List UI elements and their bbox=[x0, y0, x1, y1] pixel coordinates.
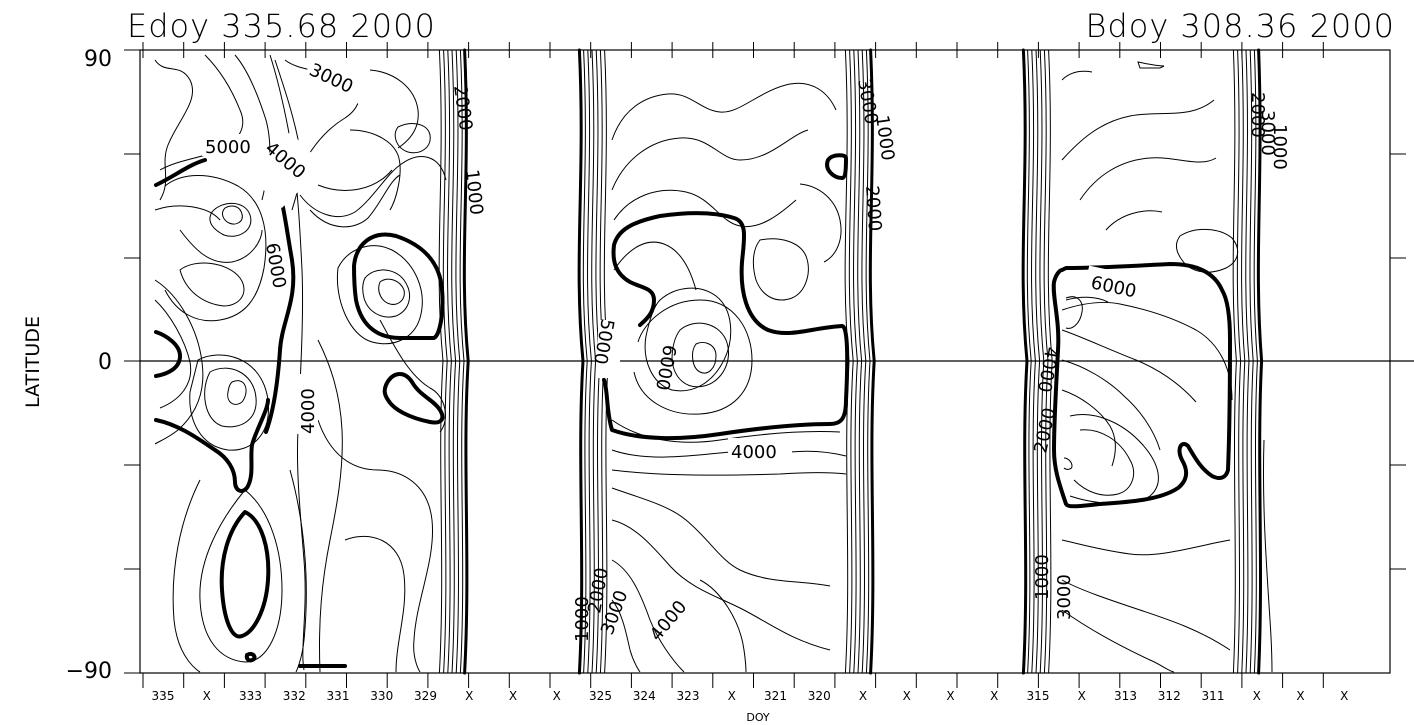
x-tick-label: X bbox=[859, 689, 867, 703]
x-tick-group: 335 X 333 332 331 330 329 X X X 325 324 323 X 321 320 X X… bbox=[143, 42, 1348, 703]
contour-label: 1000 bbox=[1032, 554, 1053, 600]
y-tick-label: 0 bbox=[98, 350, 112, 375]
x-tick-label: 315 bbox=[1027, 689, 1050, 703]
x-tick-label: 325 bbox=[589, 689, 612, 703]
x-tick-label: 332 bbox=[283, 689, 306, 703]
contour-label: 6000 bbox=[261, 241, 290, 290]
x-tick-label: 331 bbox=[327, 689, 350, 703]
x-tick-label: 320 bbox=[808, 689, 831, 703]
x-tick-label: X bbox=[1296, 689, 1304, 703]
contour-label: 4000 bbox=[646, 597, 692, 646]
contour-label: 1000 bbox=[871, 114, 898, 162]
x-tick-label: X bbox=[553, 689, 561, 703]
x-tick-label: 330 bbox=[370, 689, 393, 703]
x-tick-label: X bbox=[728, 689, 736, 703]
y-tick-label: −90 bbox=[66, 659, 112, 684]
y-axis-label: LATITUDE bbox=[22, 316, 44, 408]
x-tick-label: X bbox=[1078, 689, 1086, 703]
x-tick-label: X bbox=[509, 689, 517, 703]
x-tick-label: 311 bbox=[1202, 689, 1225, 703]
x-tick-label: 312 bbox=[1158, 689, 1181, 703]
x-tick-label: X bbox=[465, 689, 473, 703]
contour-label: 4000 bbox=[298, 388, 319, 434]
x-tick-label: X bbox=[903, 689, 911, 703]
x-tick-label: X bbox=[1253, 689, 1261, 703]
x-tick-label: X bbox=[946, 689, 954, 703]
x-tick-label: 323 bbox=[677, 689, 700, 703]
contour-label: 2000 bbox=[861, 185, 885, 232]
title-left: Edoy 335.68 2000 bbox=[127, 7, 436, 45]
x-tick-label: X bbox=[203, 689, 211, 703]
x-tick-label: 333 bbox=[239, 689, 262, 703]
x-tick-label: 335 bbox=[152, 689, 175, 703]
contour-label: 4000 bbox=[731, 442, 777, 463]
x-tick-label: X bbox=[1340, 689, 1348, 703]
x-tick-label: 313 bbox=[1114, 689, 1137, 703]
x-tick-label: 324 bbox=[633, 689, 656, 703]
contour-label: 3000 bbox=[1054, 574, 1075, 620]
contour-label: 5000 bbox=[205, 137, 251, 158]
x-tick-label: 329 bbox=[414, 689, 437, 703]
x-tick-label: 321 bbox=[764, 689, 787, 703]
contour-label: 3000 bbox=[1257, 110, 1278, 156]
contour-label-group: 3000 5000 4000 6000 4000 2000 1000 5000 … bbox=[202, 56, 1290, 645]
x-axis-label: DOY bbox=[746, 711, 770, 724]
contour-label: 6000 bbox=[651, 343, 680, 392]
x-tick-label: X bbox=[990, 689, 998, 703]
y-tick-label: 90 bbox=[84, 47, 112, 72]
title-right: Bdoy 308.36 2000 bbox=[1085, 7, 1395, 45]
